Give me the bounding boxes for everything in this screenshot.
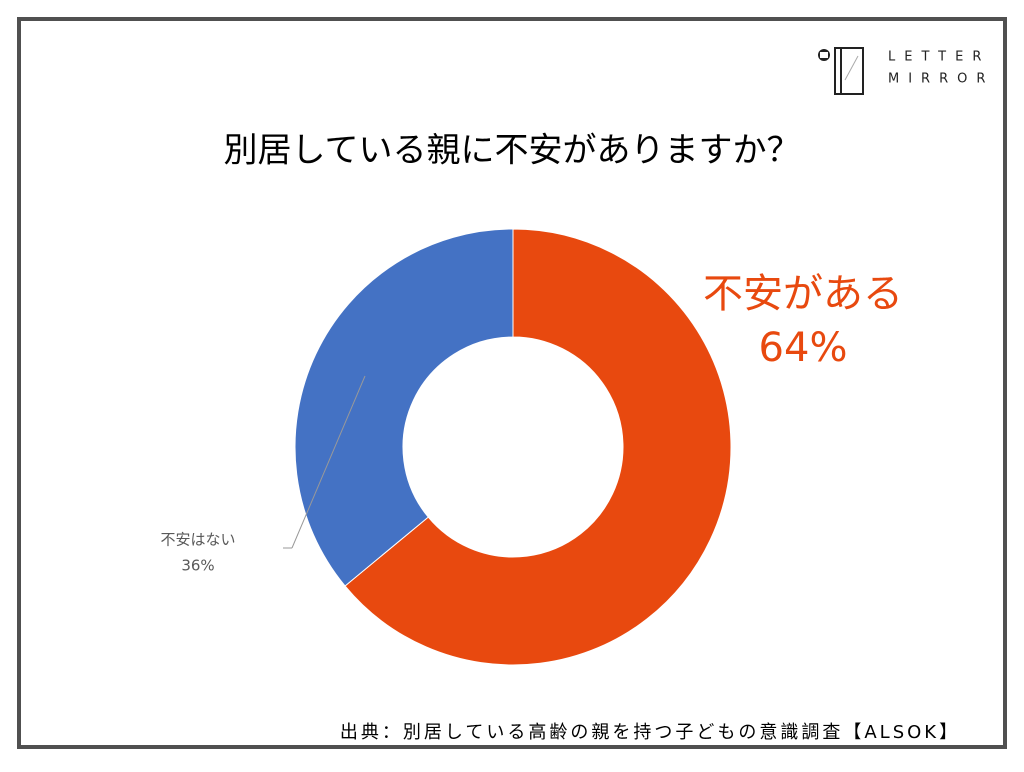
category-label: 不安はない	[160, 531, 235, 549]
leader-line	[291, 375, 366, 549]
source: 出典：別居している高齢の親を持つ子どもの意識調査【ALSOK】	[340, 722, 960, 743]
donut-slice	[344, 228, 732, 666]
category-label: 不安がある	[703, 271, 903, 317]
donut-slice	[294, 228, 514, 587]
logo-text: MIRROR	[888, 72, 994, 87]
value-label: 36%	[181, 557, 214, 575]
value-label: 64%	[759, 325, 848, 371]
chart-title: 別居している親に不安がありますか？	[224, 131, 801, 171]
logo-text: LETTER	[888, 50, 990, 65]
logo-icon	[818, 47, 864, 95]
